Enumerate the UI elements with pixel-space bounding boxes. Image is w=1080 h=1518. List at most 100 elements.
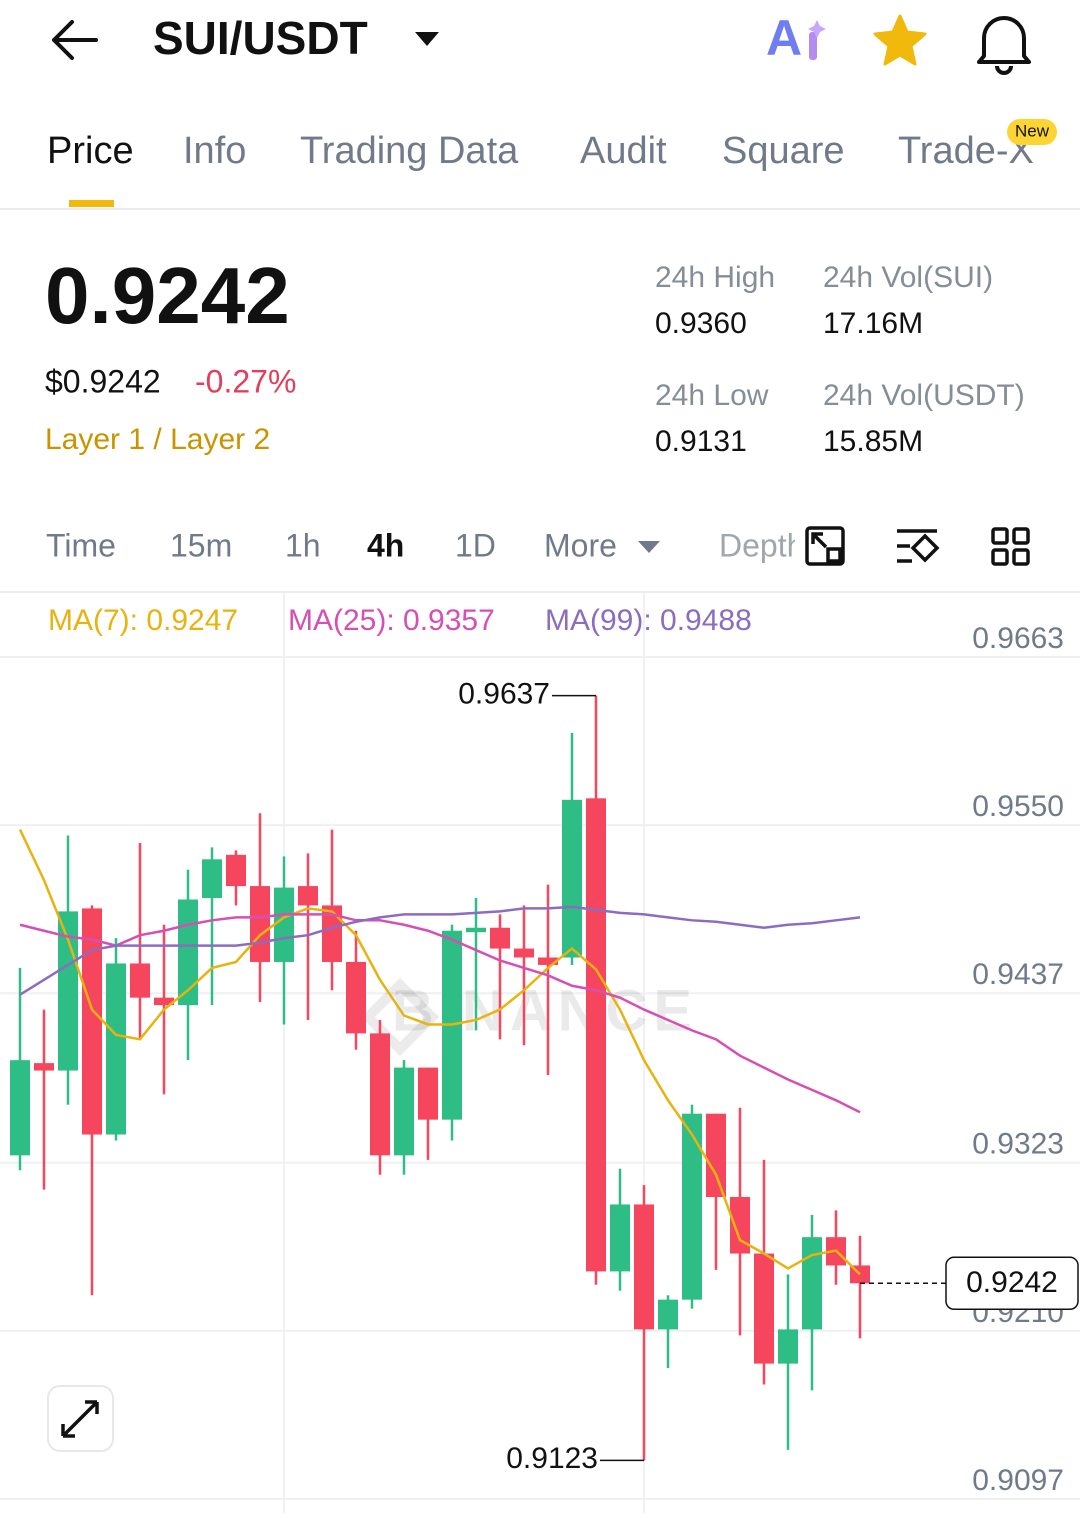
- candle-body: [10, 1060, 30, 1156]
- candle-body: [466, 927, 486, 933]
- ai-button[interactable]: A: [766, 10, 826, 66]
- legend-entry: MA(99): 0.9488: [545, 604, 752, 637]
- new-badge: [1007, 119, 1057, 145]
- y-tick-label: 0.9550: [972, 790, 1064, 823]
- y-tick-label: 0.9097: [972, 1464, 1064, 1497]
- icon-lines: [897, 529, 937, 563]
- interval[interactable]: 15m: [170, 527, 232, 563]
- stat-label: 24h Vol(SUI): [823, 261, 993, 294]
- interval[interactable]: 1D: [455, 527, 496, 563]
- y-tick-label: 0.9323: [972, 1128, 1064, 1161]
- candle-body: [106, 963, 126, 1135]
- stat-value: 0.9360: [655, 307, 747, 340]
- tab[interactable]: Info: [183, 130, 246, 172]
- last-price-box: [945, 1256, 1079, 1311]
- ai-sparkle: [808, 20, 826, 38]
- interval-bar: Time 15m 1h 4h 1D More Depth: [46, 527, 804, 563]
- candle-body: [298, 886, 318, 906]
- candle-body: [250, 886, 270, 962]
- candle-body: [490, 927, 510, 949]
- stat-label: 24h Vol(USDT): [823, 379, 1025, 412]
- tab[interactable]: Audit: [580, 130, 667, 172]
- ai-icon-bar: [809, 32, 817, 60]
- stat-value: 17.16M: [823, 307, 923, 340]
- indicator-icon[interactable]: [897, 529, 940, 563]
- stat-label: 24h Low: [655, 379, 769, 412]
- candle-body: [634, 1204, 654, 1330]
- y-tick-label: 0.9663: [972, 622, 1064, 655]
- stats: 24h High 0.9360 24h Vol(SUI) 17.16M 24h Low 0…: [655, 261, 1025, 458]
- icon-cell: [1012, 527, 1030, 545]
- candle-body: [778, 1329, 798, 1364]
- interval[interactable]: More: [544, 527, 617, 563]
- expand-button[interactable]: [47, 1385, 114, 1452]
- interval[interactable]: Depth: [719, 527, 804, 563]
- tab[interactable]: Square: [722, 130, 845, 172]
- chart-settings-icon[interactable]: [805, 526, 845, 566]
- icon-cell: [1012, 548, 1030, 566]
- candle-body: [226, 854, 246, 887]
- bell-clapper: [995, 65, 1013, 75]
- candle-body: [82, 908, 102, 1135]
- stat-value: 15.85M: [823, 425, 923, 458]
- stat-value: 0.9131: [655, 425, 747, 458]
- candle-body: [730, 1197, 750, 1254]
- icon-frame: [805, 526, 845, 566]
- legend-entry: MA(7): 0.9247: [48, 604, 238, 637]
- candle-body: [562, 799, 582, 958]
- candle-body: [802, 1237, 822, 1330]
- ma-line: [19, 913, 861, 1114]
- icon-cell: [991, 527, 1009, 545]
- expand-icon: [61, 1400, 99, 1438]
- interval[interactable]: 1h: [285, 527, 321, 563]
- candle-body: [370, 1033, 390, 1156]
- layout-icon[interactable]: [991, 527, 1030, 566]
- candle-body: [34, 1063, 54, 1071]
- icon-arrow: [811, 532, 828, 549]
- candle-body: [322, 905, 342, 962]
- tab[interactable]: Trading Data: [300, 130, 519, 172]
- interval: Time: [46, 527, 116, 563]
- icon-cell: [991, 548, 1009, 566]
- last-price: 0.9242: [45, 251, 290, 340]
- favorite-star[interactable]: [873, 14, 927, 66]
- icon-box: [826, 547, 842, 563]
- extreme-label: 0.9637: [458, 678, 550, 711]
- candle-body: [514, 948, 534, 958]
- pair-dropdown[interactable]: [415, 32, 439, 46]
- candle-body: [418, 1067, 438, 1120]
- new-badge-text: New: [1015, 121, 1050, 140]
- watermark-logo: [360, 977, 440, 1057]
- ma-line: [19, 905, 861, 996]
- candle-body: [706, 1113, 726, 1198]
- candle-body: [154, 997, 174, 1006]
- candle-body: [610, 1204, 630, 1272]
- legend-entry: MA(25): 0.9357: [288, 604, 495, 637]
- price-change: -0.27%: [195, 363, 296, 399]
- candle-body: [274, 887, 294, 962]
- tab-bar: Price Info Trading Data Audit Square Trade-X: [47, 130, 1034, 172]
- more-dropdown[interactable]: [638, 541, 660, 553]
- bell-body: [977, 16, 1031, 64]
- pair-title[interactable]: SUI/USDT: [153, 12, 368, 64]
- last-price-label: 0.9242: [966, 1266, 1058, 1299]
- usd-price: $0.9242: [45, 363, 161, 399]
- extreme-label: 0.9123: [506, 1442, 598, 1475]
- candle-body: [130, 963, 150, 998]
- interval[interactable]: 4h: [367, 527, 404, 563]
- candle-body: [538, 957, 558, 965]
- alert-bell[interactable]: [977, 16, 1031, 75]
- active-tab-indicator: [69, 200, 114, 207]
- y-tick-label: 0.9437: [972, 958, 1064, 991]
- chart: 0.96630.95500.94370.93230.92100.9097BINA…: [0, 604, 1080, 1500]
- sector-tag[interactable]: Layer 1 / Layer 2: [45, 423, 270, 456]
- candle-body: [346, 961, 366, 1034]
- watermark: BINANCE: [392, 978, 698, 1043]
- back-button[interactable]: [52, 20, 98, 60]
- icon-diamond: [910, 533, 940, 563]
- candle-body: [586, 798, 606, 1272]
- candle-body: [202, 859, 222, 898]
- ai-icon: A: [766, 10, 802, 66]
- tab[interactable]: Price: [47, 130, 134, 172]
